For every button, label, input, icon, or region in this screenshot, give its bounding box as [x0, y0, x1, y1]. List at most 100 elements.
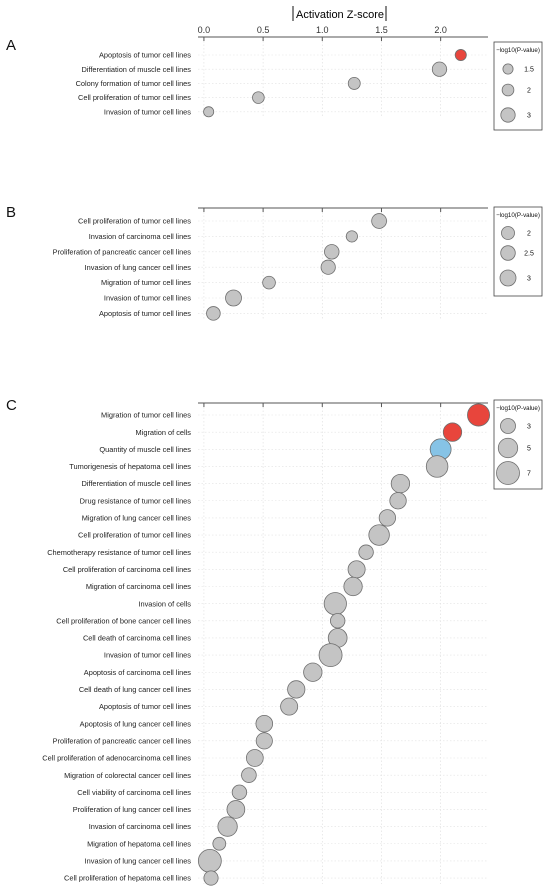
category-label: Migration of lung cancer cell lines [82, 514, 192, 523]
data-point [347, 560, 366, 579]
data-point [262, 275, 276, 290]
data-point [197, 849, 222, 873]
category-label: Cell death of lung cancer cell lines [79, 685, 191, 694]
category-label: Tumorigenesis of hepatoma cell lines [69, 462, 191, 471]
category-label: Proliferation of pancreatic cancer cell … [53, 736, 192, 745]
category-label: Cell viability of carcinoma cell lines [77, 788, 191, 797]
category-label: Migration of tumor cell lines [101, 278, 191, 287]
data-point [390, 473, 411, 494]
legend-title: −log10(P-value) [496, 212, 540, 219]
category-label: Cell proliferation of carcinoma cell lin… [63, 565, 191, 574]
data-point [226, 800, 246, 819]
category-label: Invasion of carcinoma cell lines [89, 822, 192, 831]
category-label: Invasion of lung cancer cell lines [85, 263, 192, 272]
x-tick-label: 1.0 [316, 25, 329, 35]
data-point [225, 289, 242, 307]
category-label: Chemotherapy resistance of tumor cell li… [47, 548, 191, 557]
x-tick-label: 0.0 [198, 25, 211, 35]
category-label: Differentiation of muscle cell lines [81, 479, 191, 488]
category-label: Colony formation of tumor cell lines [76, 79, 192, 88]
legend-value: 7 [527, 471, 531, 478]
data-point [217, 816, 238, 837]
category-label: Cell proliferation of tumor cell lines [78, 531, 191, 540]
data-point [467, 403, 491, 427]
legend-value: 2 [527, 88, 531, 95]
data-point [252, 91, 265, 104]
category-label: Apoptosis of tumor cell lines [99, 51, 191, 60]
category-label: Migration of tumor cell lines [101, 411, 191, 420]
data-point [255, 732, 273, 750]
x-tick-label: 0.5 [257, 25, 270, 35]
data-point [303, 662, 323, 682]
legend-value: 5 [527, 446, 531, 453]
panel-a: A 0.0 0.5 1.0 1.5 2.0 Apoptosis of tumor cell … [6, 25, 543, 131]
data-point [206, 306, 221, 321]
data-point [241, 767, 257, 783]
data-point [378, 509, 397, 527]
data-point [345, 230, 358, 243]
legend-bubble [501, 83, 515, 97]
legend-value: 3 [527, 424, 531, 431]
category-label: Cell proliferation of adenocarcinoma cel… [42, 754, 191, 763]
panel-c: C Migration of tumor cell lines Migration … [6, 397, 543, 886]
legend-bubble [502, 63, 514, 75]
legend-value: 3 [527, 113, 531, 120]
data-point [358, 544, 374, 560]
data-point [320, 259, 336, 275]
category-label: Migration of colorectal cancer cell line… [64, 771, 191, 780]
data-point [323, 592, 347, 616]
legend-bubble [500, 245, 516, 261]
category-label: Invasion of tumor cell lines [104, 651, 191, 660]
panel-letter: A [6, 37, 16, 54]
panel-letter: C [6, 397, 17, 414]
legend-bubble [496, 461, 520, 485]
data-point [347, 76, 361, 90]
data-point [203, 870, 219, 886]
category-label: Migration of hepatoma cell lines [87, 839, 191, 848]
category-label: Cell proliferation of tumor cell lines [78, 93, 191, 102]
legend-value: 3 [527, 276, 531, 283]
category-label: Proliferation of pancreatic cancer cell … [53, 247, 192, 256]
category-label: Differentiation of muscle cell lines [81, 65, 191, 74]
legend-bubble [497, 437, 519, 459]
x-tick-label: 2.0 [434, 25, 447, 35]
data-point [330, 613, 346, 629]
category-label: Apoptosis of tumor cell lines [99, 309, 191, 318]
data-point [287, 680, 306, 699]
category-label: Quantity of muscle cell lines [99, 445, 191, 454]
category-label: Apoptosis of carcinoma cell lines [84, 668, 192, 677]
data-point [318, 643, 343, 667]
axis-title: Activation Z-score [296, 9, 384, 21]
data-point [280, 697, 299, 716]
data-point [442, 422, 463, 442]
category-label: Invasion of cells [138, 599, 191, 608]
category-label: Drug resistance of tumor cell lines [80, 496, 192, 505]
data-point [203, 106, 215, 118]
category-label: Cell death of carcinoma cell lines [83, 634, 191, 643]
legend-title: −log10(P-value) [496, 47, 540, 54]
category-label: Invasion of lung cancer cell lines [85, 857, 192, 866]
category-label: Invasion of carcinoma cell lines [89, 232, 192, 241]
data-point [371, 213, 387, 229]
category-label: Proliferation of lung cancer cell lines [73, 805, 192, 814]
data-point [231, 784, 248, 800]
x-tick-label: 1.5 [375, 25, 388, 35]
data-point [324, 244, 340, 260]
legend-value: 2 [527, 231, 531, 238]
data-point [368, 524, 390, 546]
category-label: Cell proliferation of hepatoma cell line… [64, 874, 191, 883]
legend-value: 1.5 [524, 67, 534, 74]
category-label: Invasion of tumor cell lines [104, 294, 191, 303]
legend-bubble [500, 418, 516, 434]
panel-b: B Cell proliferation of tumor cell lines I… [6, 204, 543, 321]
data-point [425, 455, 449, 478]
category-label: Migration of cells [136, 428, 192, 437]
data-point [454, 49, 467, 61]
legend-title: −log10(P-value) [496, 405, 540, 412]
data-point [255, 714, 274, 733]
panel-letter: B [6, 204, 16, 221]
data-point [245, 749, 264, 767]
data-point [212, 836, 227, 851]
category-label: Apoptosis of lung cancer cell lines [80, 719, 192, 728]
